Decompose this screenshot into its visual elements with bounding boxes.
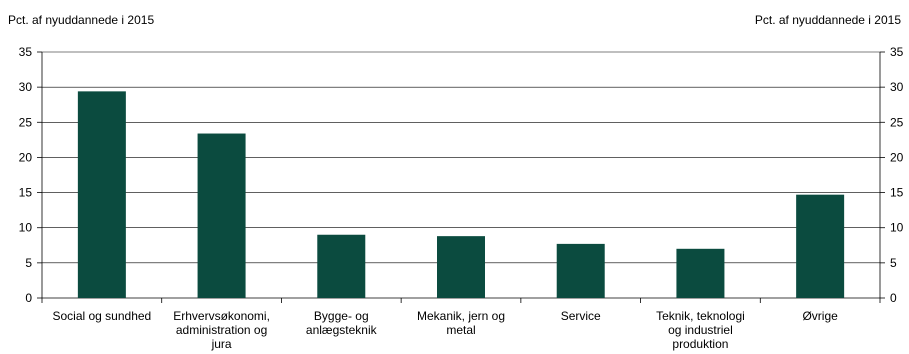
y-tick-label-right: 20 [890, 150, 904, 164]
bar [317, 234, 366, 298]
y-axis-title-right: Pct. af nyuddannede i 2015 [754, 13, 901, 27]
y-tick-label-left: 10 [19, 221, 33, 235]
y-tick-label-right: 35 [890, 45, 904, 59]
x-tick-label: Teknik, teknologi og industriel produktion [656, 309, 745, 351]
y-tick-label-left: 15 [19, 186, 33, 200]
y-tick-label-right: 15 [890, 186, 904, 200]
y-tick-label-left: 25 [19, 115, 33, 129]
x-tick-label: Social og sundhed [52, 309, 151, 323]
x-tick-label: Mekanik, jern og metal [417, 309, 505, 337]
y-tick-label-left: 5 [25, 256, 32, 270]
x-tick-label: Erhvervsøkonomi, administration og jura [173, 309, 270, 351]
x-tick-label: Øvrige [802, 309, 838, 323]
y-tick-label-right: 25 [890, 115, 904, 129]
y-axis-title-left: Pct. af nyuddannede i 2015 [8, 13, 155, 27]
y-tick-label-left: 0 [25, 291, 32, 305]
x-tick-label: Bygge- og anlægsteknik [306, 309, 378, 337]
y-tick-label-right: 10 [890, 221, 904, 235]
y-tick-label-left: 30 [19, 80, 33, 94]
y-tick-label-right: 5 [890, 256, 897, 270]
y-tick-label-left: 20 [19, 150, 33, 164]
bar [437, 236, 485, 298]
bar [676, 248, 725, 298]
y-tick-label-right: 0 [890, 291, 897, 305]
x-tick-label: Service [561, 309, 601, 323]
bar [197, 133, 246, 298]
bar [796, 194, 845, 298]
y-tick-label-left: 35 [19, 45, 33, 59]
bar [77, 91, 126, 298]
bar [556, 243, 605, 298]
y-tick-label-right: 30 [890, 80, 904, 94]
